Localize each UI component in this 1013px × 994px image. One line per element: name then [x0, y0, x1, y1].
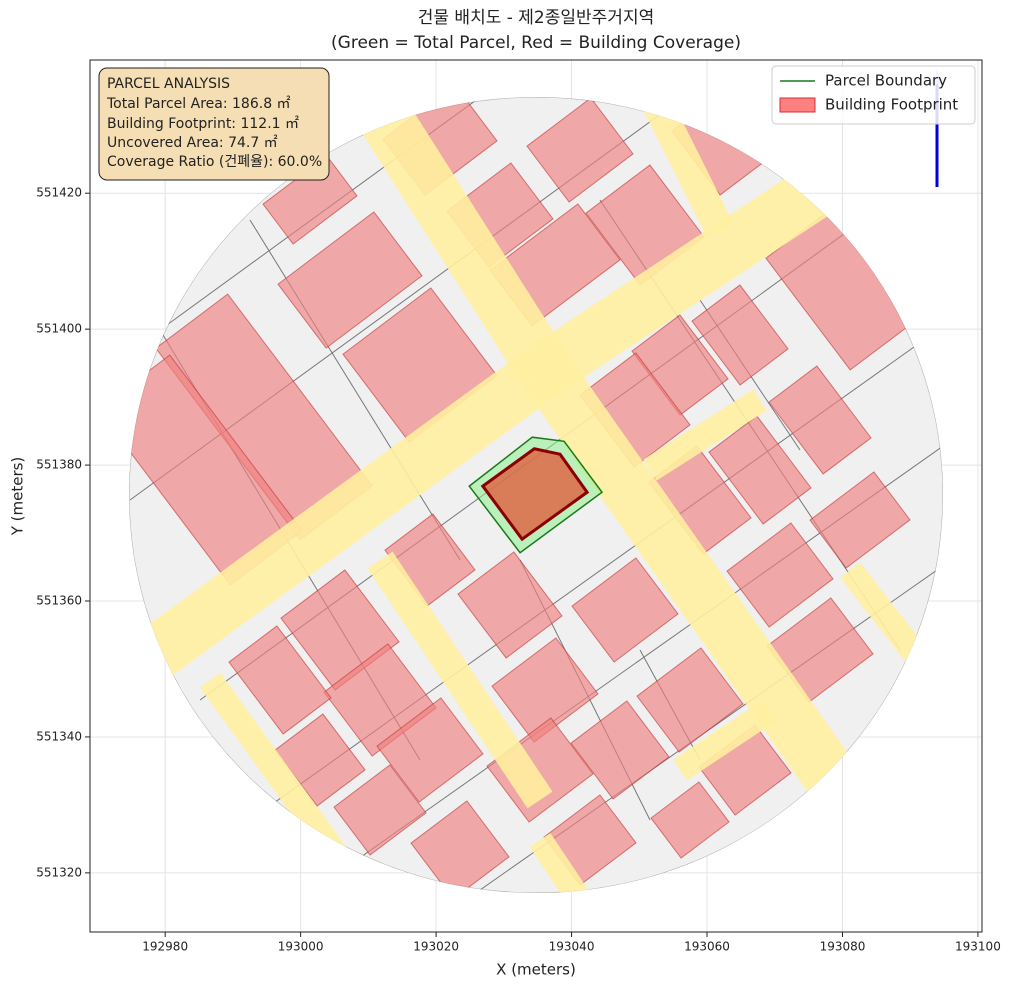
x-tick-label: 193080: [820, 940, 866, 954]
info-line: Total Parcel Area: 186.8 ㎡: [106, 96, 291, 112]
y-tick-label: 551380: [36, 458, 82, 472]
info-line: Building Footprint: 112.1 ㎡: [107, 116, 299, 132]
info-box-frame: [98, 67, 330, 181]
info-line: Coverage Ratio (건폐율): 60.0%: [107, 154, 322, 170]
y-tick-label: 551320: [36, 865, 82, 879]
building-polygon: [480, 447, 590, 542]
x-axis-label: X (meters): [496, 961, 576, 979]
chart-title: 건물 배치도 - 제2종일반주거지역: [418, 8, 654, 28]
plot-frame: [89, 59, 983, 933]
chart-subtitle: (Green = Total Parcel, Red = Building Co…: [331, 33, 741, 53]
parcel-layer: [468, 436, 604, 554]
x-tick-label: 193040: [549, 940, 595, 954]
y-tick-label: 551360: [36, 594, 82, 608]
legend-frame: [771, 65, 976, 125]
y-axis-label: Y (meters): [9, 457, 27, 537]
x-tick-label: 193060: [684, 940, 730, 954]
x-tick-label: 193000: [278, 940, 324, 954]
y-tick-label: 551420: [36, 186, 82, 200]
info-line: Uncovered Area: 74.7 ㎡: [107, 135, 278, 151]
legend-swatch: [779, 97, 816, 113]
x-tick-label: 192980: [142, 940, 188, 954]
info-title: PARCEL ANALYSIS: [107, 76, 230, 92]
x-tick-label: 193100: [955, 940, 1001, 954]
x-tick-label: 193020: [413, 940, 459, 954]
legend-label: Building Footprint: [825, 96, 958, 114]
legend: Parcel Boundary Building Footprint: [771, 65, 976, 125]
y-tick-label: 551400: [36, 322, 82, 336]
legend-label: Parcel Boundary: [825, 72, 947, 90]
info-box: PARCEL ANALYSIS Total Parcel Area: 186.8…: [98, 67, 330, 181]
y-tick-label: 551340: [36, 729, 82, 743]
